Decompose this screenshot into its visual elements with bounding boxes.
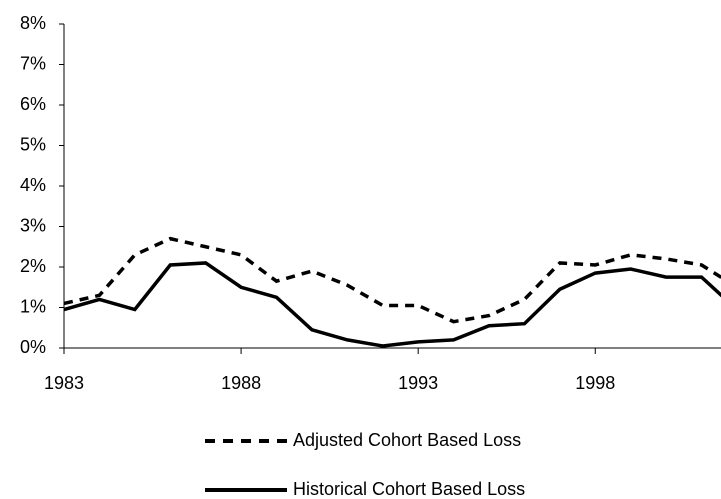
y-tick-label: 8% — [20, 13, 46, 33]
x-tick-label: 1998 — [575, 373, 615, 393]
y-tick-label: 1% — [20, 296, 46, 316]
y-tick-label: 3% — [20, 215, 46, 235]
x-tick-label: 1983 — [44, 373, 84, 393]
x-tick-label: 1988 — [221, 373, 261, 393]
legend-label: Historical Cohort Based Loss — [293, 479, 525, 499]
plot-area — [63, 236, 721, 348]
y-tick-label: 4% — [20, 175, 46, 195]
legend-label: Adjusted Cohort Based Loss — [293, 430, 521, 450]
y-tick-label: 5% — [20, 134, 46, 154]
data-line — [63, 261, 721, 348]
y-tick-label: 6% — [20, 94, 46, 114]
y-tick-label: 7% — [20, 53, 46, 73]
data-line — [63, 236, 721, 324]
y-tick-label: 2% — [20, 256, 46, 276]
y-tick-label: 0% — [20, 337, 46, 357]
x-tick-label: 1993 — [398, 373, 438, 393]
